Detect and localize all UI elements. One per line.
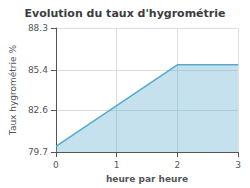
svg-text:88.3: 88.3 — [28, 23, 48, 33]
svg-text:0: 0 — [53, 160, 59, 170]
svg-text:heure par heure: heure par heure — [106, 174, 188, 184]
svg-text:82.6: 82.6 — [28, 105, 48, 115]
svg-text:85.4: 85.4 — [28, 65, 48, 75]
svg-text:Taux hygrométrie %: Taux hygrométrie % — [8, 45, 18, 137]
svg-text:1: 1 — [114, 160, 120, 170]
svg-text:Evolution du taux d'hygrométri: Evolution du taux d'hygrométrie — [25, 7, 226, 20]
svg-text:2: 2 — [174, 160, 180, 170]
svg-text:79.7: 79.7 — [28, 147, 48, 157]
svg-text:3: 3 — [235, 160, 241, 170]
